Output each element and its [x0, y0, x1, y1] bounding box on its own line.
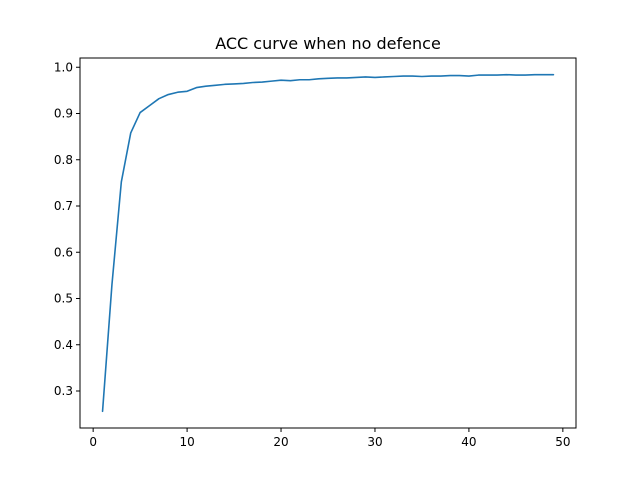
series-line — [101, 73, 555, 413]
y-tick-label: 0.5 — [54, 292, 73, 306]
x-tick-label: 40 — [461, 435, 476, 449]
y-tick-label: 1.0 — [54, 60, 73, 74]
x-tick-label: 50 — [555, 435, 570, 449]
x-tick-label: 20 — [273, 435, 288, 449]
x-axis: 0 10 20 30 40 50 — [89, 428, 570, 449]
y-tick-label: 0.3 — [54, 384, 73, 398]
y-tick-label: 0.6 — [54, 245, 73, 259]
plot-area — [101, 73, 555, 413]
x-tick-label: 10 — [179, 435, 194, 449]
y-tick-label: 0.9 — [54, 107, 73, 121]
axes-frame — [79, 57, 577, 429]
x-tick-label: 30 — [367, 435, 382, 449]
chart-title: ACC curve when no defence — [215, 34, 441, 53]
y-tick-label: 0.4 — [54, 338, 73, 352]
x-tick-label: 0 — [89, 435, 97, 449]
y-tick-label: 0.7 — [54, 199, 73, 213]
y-axis: 0.3 0.4 0.5 0.6 0.7 0.8 0.9 1.0 — [54, 60, 80, 398]
y-tick-label: 0.8 — [54, 153, 73, 167]
